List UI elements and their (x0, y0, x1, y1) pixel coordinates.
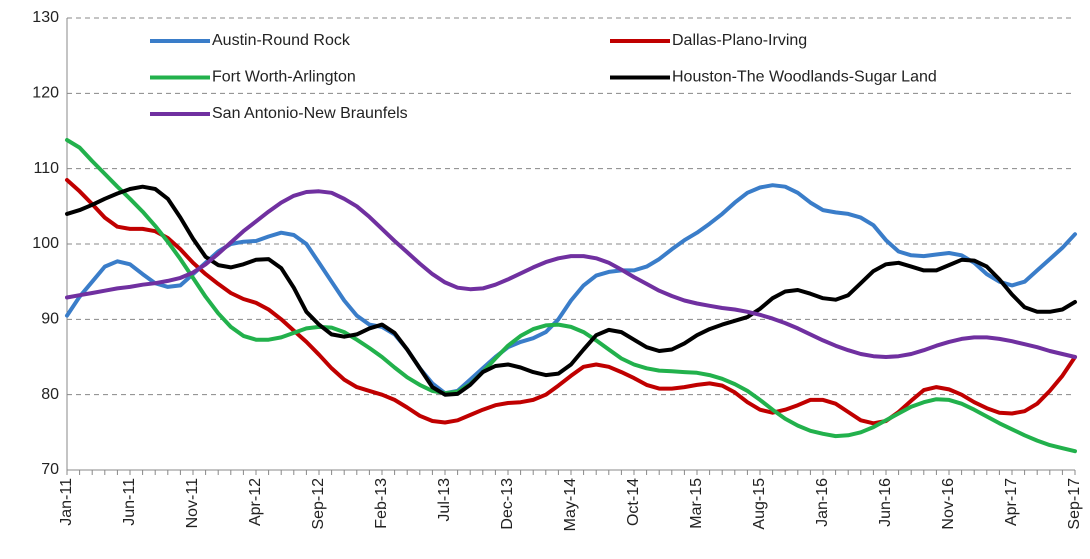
x-tick-label: Jan-16 (814, 478, 831, 527)
x-tick-label: Aug-15 (751, 478, 768, 530)
legend-label: Houston-The Woodlands-Sugar Land (672, 69, 937, 86)
x-tick-label: Oct-14 (625, 478, 642, 526)
y-tick-label: 70 (41, 461, 59, 478)
x-tick-label: Nov-16 (940, 478, 957, 530)
legend-label: Austin-Round Rock (212, 32, 351, 49)
y-tick-label: 130 (32, 9, 59, 26)
x-tick-label: Sep-17 (1066, 478, 1083, 530)
y-tick-label: 80 (41, 386, 59, 403)
legend-label: San Antonio-New Braunfels (212, 105, 408, 122)
series-line (65, 183, 1077, 396)
x-tick-label: Feb-13 (373, 478, 390, 529)
x-tick-label: Apr-17 (1003, 478, 1020, 526)
x-tick-label: May-14 (562, 478, 579, 531)
x-tick-label: Dec-13 (499, 478, 516, 530)
legend-label: Fort Worth-Arlington (212, 69, 356, 86)
y-tick-label: 120 (32, 85, 59, 102)
y-tick-label: 100 (32, 235, 59, 252)
x-tick-label: Apr-12 (247, 478, 264, 526)
y-tick-label: 90 (41, 311, 59, 328)
x-tick-label: Jun-11 (121, 478, 138, 526)
x-tick-label: Jan-11 (58, 478, 75, 526)
x-tick-label: Jul-13 (436, 478, 453, 522)
series-line (65, 184, 1077, 397)
x-tick-label: Nov-11 (184, 478, 201, 528)
x-tick-label: Jun-16 (877, 478, 894, 527)
x-tick-label: Mar-15 (688, 478, 705, 529)
series-line (65, 138, 1077, 454)
y-tick-label: 110 (33, 160, 59, 177)
x-tick-label: Sep-12 (310, 478, 327, 530)
legend-label: Dallas-Plano-Irving (672, 32, 807, 49)
series-line (65, 178, 1077, 426)
series-line (65, 189, 1077, 359)
